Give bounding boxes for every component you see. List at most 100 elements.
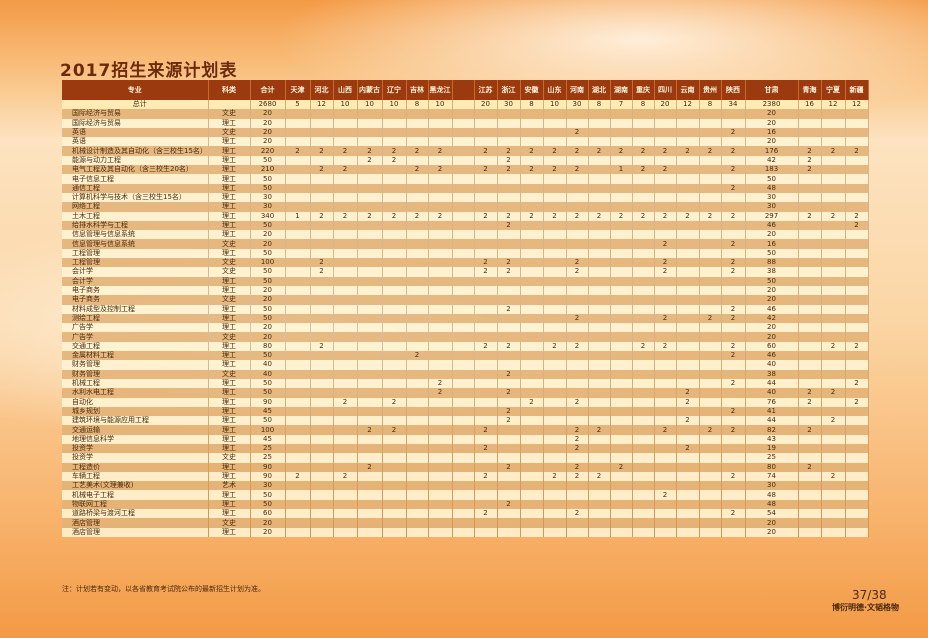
quota-cell <box>588 267 611 277</box>
quota-cell: 2 <box>566 127 589 138</box>
quota-cell: 2 <box>428 165 453 175</box>
quota-cell <box>428 248 453 259</box>
quota-cell <box>543 155 567 166</box>
category-cell: 理工 <box>208 443 251 454</box>
quota-cell: 2 <box>610 146 633 156</box>
quota-cell <box>845 443 869 454</box>
quota-cell: 2 <box>497 220 521 231</box>
quota-cell <box>699 518 722 528</box>
quota-cell <box>821 313 846 324</box>
header-major: 专业 <box>62 80 209 100</box>
quota-cell <box>474 174 498 184</box>
quota-cell <box>406 295 429 305</box>
quota-cell: 20 <box>745 295 799 305</box>
quota-cell <box>798 230 822 240</box>
quota-cell <box>654 453 677 463</box>
quota-cell <box>452 527 475 537</box>
quota-cell <box>333 416 358 426</box>
quota-cell <box>654 109 677 119</box>
quota-cell <box>845 453 869 463</box>
total-cell: 80 <box>250 341 286 352</box>
quota-cell <box>474 127 498 138</box>
quota-cell <box>566 155 589 166</box>
quota-cell <box>382 360 407 370</box>
quota-cell <box>543 118 567 128</box>
quota-cell <box>406 499 429 510</box>
quota-cell <box>676 192 700 203</box>
quota-cell <box>452 499 475 510</box>
quota-cell <box>845 239 869 249</box>
quota-cell <box>285 332 311 342</box>
quota-cell <box>428 202 453 212</box>
quota-cell: 2 <box>543 146 567 156</box>
quota-cell <box>452 230 475 240</box>
total-cell: 25 <box>250 453 286 463</box>
quota-cell <box>654 323 677 333</box>
major-cell: 投资学 <box>62 453 209 463</box>
quota-cell <box>821 425 846 435</box>
quota-cell <box>285 323 311 333</box>
quota-cell <box>632 109 655 119</box>
quota-cell <box>543 388 567 398</box>
quota-cell <box>310 304 334 314</box>
quota-cell <box>406 127 429 138</box>
quota-cell <box>588 295 611 305</box>
quota-cell <box>632 127 655 138</box>
quota-cell: 2 <box>474 165 498 175</box>
total-cell: 30 <box>250 481 286 491</box>
quota-cell <box>520 406 544 417</box>
quota-cell: 2 <box>845 211 869 221</box>
quota-cell <box>821 248 846 259</box>
quota-cell <box>566 239 589 249</box>
major-cell: 电子商务 <box>62 285 209 296</box>
table-row: 地理信息科学 理工 45 2 43 <box>62 434 869 444</box>
quota-cell <box>428 332 453 342</box>
enrollment-plan-table: 专业 科类 合计 天津 河北 山西 内蒙古 辽宁 吉林 黑龙江 江苏 浙江 安徽 山东 河南 湖北 湖南 重庆 四川… <box>62 80 869 537</box>
quota-cell <box>382 453 407 463</box>
quota-cell <box>588 174 611 184</box>
quota-cell: 2 <box>676 146 700 156</box>
quota-cell <box>310 118 334 128</box>
quota-cell <box>497 248 521 259</box>
quota-cell <box>676 434 700 444</box>
quota-cell <box>798 127 822 138</box>
quota-cell <box>428 471 453 482</box>
quota-cell <box>520 453 544 463</box>
quota-cell: 2 <box>676 211 700 221</box>
table-row: 道路桥梁与渡河工程 理工 60 2 2 2 54 <box>62 509 869 519</box>
quota-cell <box>632 267 655 277</box>
quota-cell <box>566 323 589 333</box>
quota-cell <box>699 165 722 175</box>
quota-cell <box>406 434 429 444</box>
quota-cell: 42 <box>745 313 799 324</box>
quota-cell <box>285 239 311 249</box>
quota-cell <box>588 499 611 510</box>
quota-cell: 2 <box>588 471 611 482</box>
quota-cell <box>382 406 407 417</box>
quota-cell: 2 <box>474 146 498 156</box>
quota-cell <box>632 527 655 537</box>
quota-cell <box>845 509 869 519</box>
page-number: 37/38 <box>852 588 887 602</box>
quota-cell <box>452 406 475 417</box>
quota-cell <box>382 248 407 259</box>
quota-cell <box>654 192 677 203</box>
category-cell: 理工 <box>208 304 251 314</box>
quota-cell <box>474 518 498 528</box>
quota-cell <box>310 518 334 528</box>
quota-cell <box>699 499 722 510</box>
quota-cell: 20 <box>745 137 799 147</box>
quota-cell: 8 <box>520 100 544 110</box>
quota-cell: 2 <box>357 211 383 221</box>
quota-cell <box>406 192 429 203</box>
quota-cell: 20 <box>745 323 799 333</box>
quota-cell <box>721 323 746 333</box>
quota-cell <box>428 276 453 286</box>
quota-cell <box>610 490 633 500</box>
school-motto: 博衍明德·文韬格物 <box>832 603 900 612</box>
quota-cell <box>566 490 589 500</box>
quota-cell <box>310 332 334 342</box>
quota-cell <box>285 406 311 417</box>
quota-cell <box>610 304 633 314</box>
quota-cell <box>610 518 633 528</box>
